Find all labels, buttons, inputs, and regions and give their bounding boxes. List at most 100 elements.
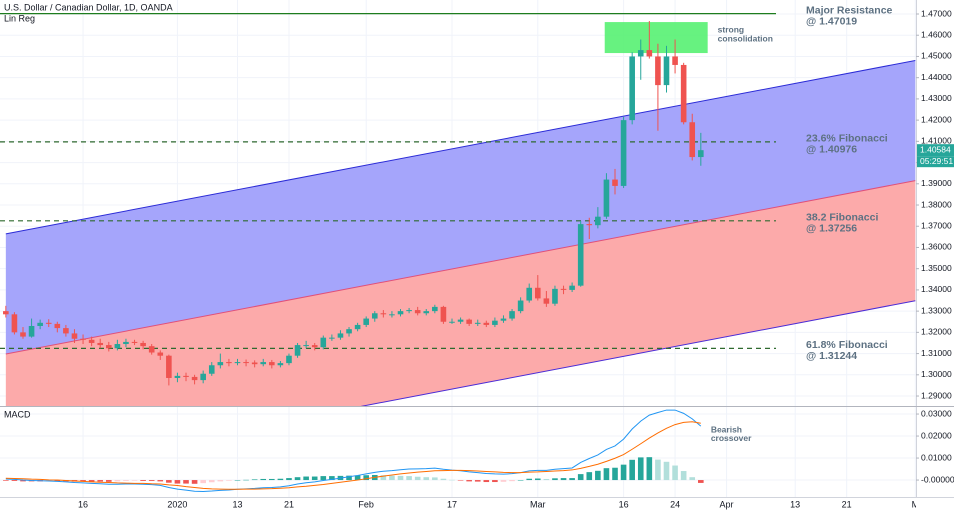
histogram-bar [500,480,507,482]
candle-body [517,300,524,312]
candle-body [311,345,318,348]
x-tick-label: 21 [284,499,294,509]
histogram-bar [526,478,533,481]
candle-body [148,346,155,353]
histogram-bar [698,480,704,483]
candle-body [183,375,189,377]
y-tick-label: 1.44000 [921,72,952,82]
histogram-bar [612,467,618,481]
candle-body [97,342,104,346]
y-tick-label: 1.37000 [921,220,952,230]
histogram-bar [380,475,387,481]
candle-body [88,339,95,343]
candle-body [303,345,309,347]
channel-upper-line [5,59,916,235]
candle-body [595,216,601,226]
histogram-bar [183,480,189,484]
y-tick-label: 1.41000 [921,136,952,146]
candle-body [217,362,224,366]
last-price-tag [917,144,954,157]
y-tick-label: 1.31000 [921,348,952,358]
candle-body [680,64,687,123]
candle-body [71,333,78,339]
crossover-label: Bearish [711,424,742,434]
candle-body [260,362,267,365]
histogram-bar [449,479,455,481]
overlay: U.S. Dollar / Canadian Dollar, 1D, OANDA… [4,2,893,443]
level-name: 61.8% Fibonacci [806,339,888,351]
candle-body [37,322,43,326]
histogram-bar [286,478,292,481]
histogram-bar [20,480,26,482]
histogram-bar [586,472,593,481]
y-tick-label: 1.30000 [921,369,952,379]
countdown-label: 05:29:51 [920,156,953,166]
histogram-bar [157,480,164,482]
candle-body [200,373,206,381]
histogram-bar [105,480,112,482]
channel-lower-line [360,300,916,406]
candle-body [534,287,541,299]
histogram-bar [114,480,121,482]
candle-body [406,310,412,312]
candle-body [354,324,361,330]
channel-upper-fill [5,60,916,355]
histogram-bar [569,478,575,481]
candle-body [663,56,670,86]
candle-body [689,122,696,158]
candle-body [11,314,18,333]
candle-body [3,311,9,315]
candle-body [655,56,661,86]
histogram-bar [11,480,18,481]
histogram-bar [440,478,447,481]
candle-body [234,362,241,364]
channel-middle-line [5,180,916,355]
candle-body [698,150,704,158]
histogram-bar [123,480,129,481]
y-tick-label: 1.38000 [921,199,952,209]
candle-body [45,322,52,324]
histogram-bar [140,480,146,481]
x-tick-label: 2020 [167,499,187,509]
y-tick-label: 1.35000 [921,263,952,273]
candle-body [140,342,146,347]
histogram-bar [329,476,335,481]
histogram-bar [423,477,430,481]
candle-body [123,341,129,345]
histogram-bar [3,480,9,481]
y-tick-label: 1.43000 [921,93,952,103]
macd-pane [3,409,704,493]
candle-body [28,325,35,337]
candle-body [414,310,421,314]
candle-body [191,376,198,381]
candle-body [243,362,249,364]
x-tick-label: 13 [232,499,242,509]
candle-body [166,355,172,378]
y-tick-label: 1.36000 [921,242,952,252]
y-tick-label: 1.32000 [921,327,952,337]
x-tick-label: 24 [670,499,680,509]
histogram-bar [655,459,661,481]
candle-body [63,328,69,334]
histogram-bar [577,474,584,481]
candle-body [380,313,387,315]
x-tick-label: Mar [530,499,546,509]
candle-body [294,345,301,356]
histogram-bar [363,475,369,481]
histogram-bar [517,480,524,481]
y-tick-label: 0.01000 [921,452,952,462]
histogram-bar [303,476,309,481]
histogram-bar [560,478,567,481]
histogram-bar [148,480,155,481]
level-name: Major Resistance [806,4,893,16]
level-value-label: @ 1.31244 [806,350,857,362]
y-tick-label: 1.42000 [921,114,952,124]
x-tick-label: Apr [720,499,734,509]
histogram-bar [509,480,515,482]
candle-body [329,337,335,339]
histogram-bar [414,476,421,481]
candle-body [526,287,533,301]
histogram-bar [226,480,232,481]
candle-body [449,321,455,323]
